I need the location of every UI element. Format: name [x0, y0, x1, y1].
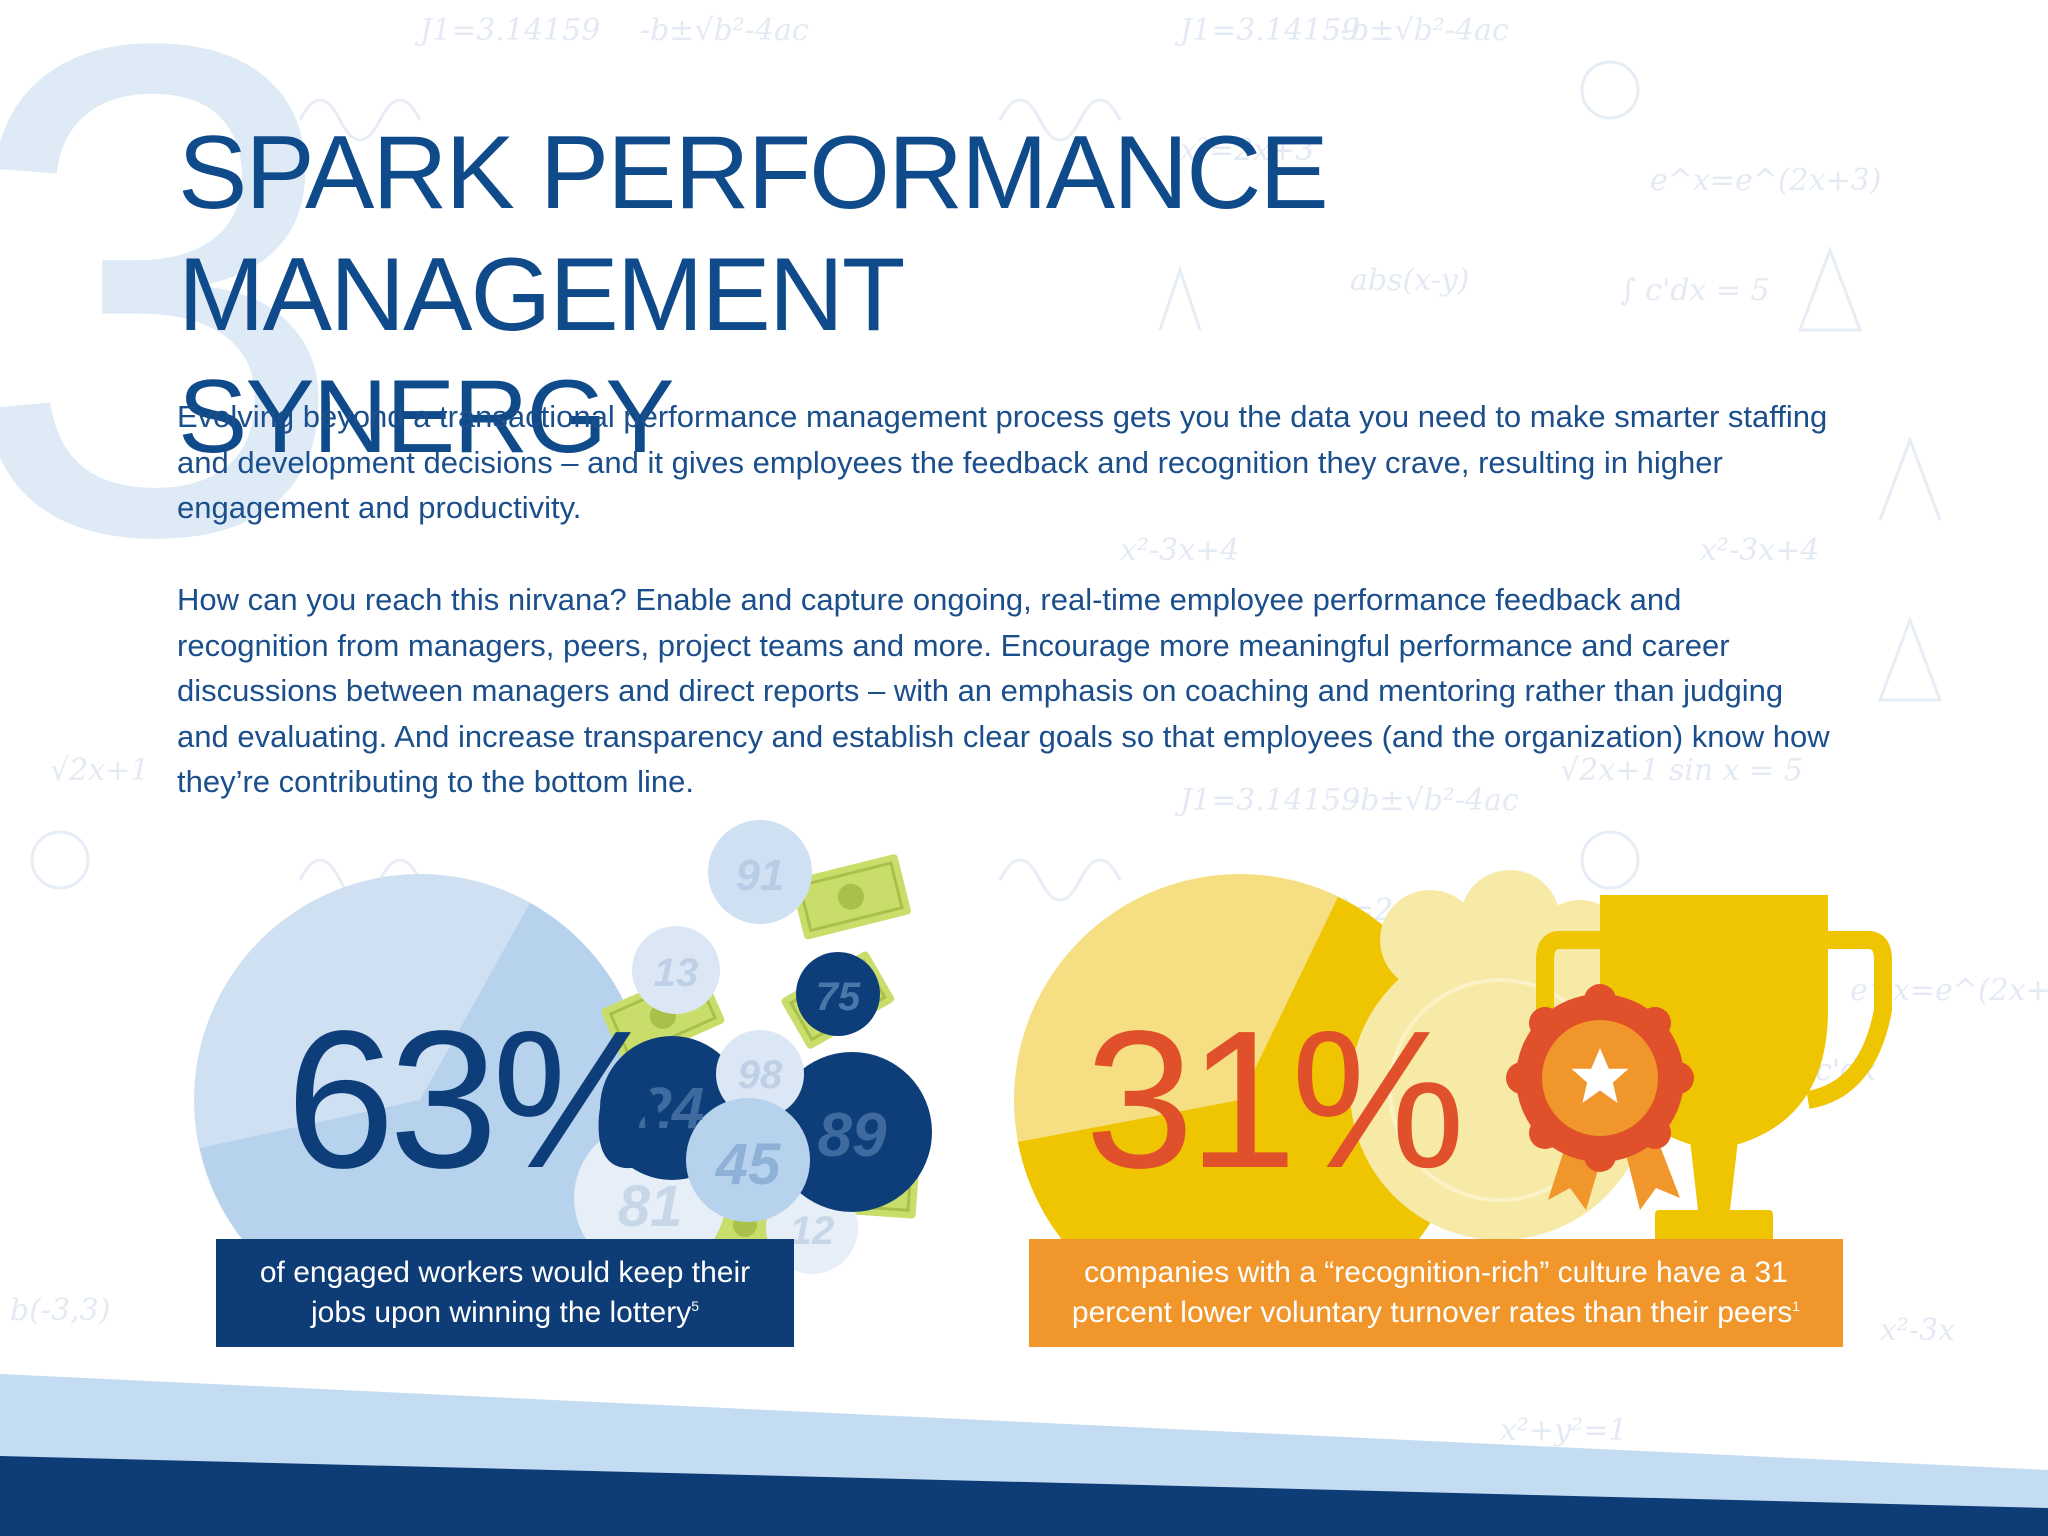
recognition-footnote-ref: 1 — [1792, 1298, 1801, 1314]
svg-text:∫ c'dx: ∫ c'dx — [1790, 1053, 1876, 1088]
intro-paragraph: Evolving beyond a transactional performa… — [177, 399, 1828, 525]
svg-text:e^x=e^(2x+3): e^x=e^(2x+3) — [1850, 973, 2048, 1008]
svg-text:∫ c'dx = 5: ∫ c'dx = 5 — [1620, 273, 1770, 308]
lottery-ball-98-shape — [716, 1030, 804, 1118]
lottery-ball-89-shape — [772, 1052, 932, 1212]
page-title-line-1: SPARK PERFORMANCE — [178, 115, 1329, 231]
page-title: SPARK PERFORMANCE MANAGEMENT SYNERGY — [178, 112, 1378, 478]
money-bill-icon — [781, 951, 895, 1049]
lottery-caption-line-2-wrap: jobs upon winning the lottery5 — [311, 1293, 699, 1333]
lottery-ball-91-label: 91 — [736, 851, 785, 900]
svg-text:e^x=e^(2x+3): e^x=e^(2x+3) — [1650, 163, 1881, 198]
lottery-ball-98-label: 98 — [738, 1053, 783, 1097]
money-bill-icon — [815, 1150, 920, 1219]
lottery-footnote-ref: 5 — [691, 1298, 700, 1314]
lottery-stat-caption: of engaged workers would keep their jobs… — [216, 1239, 794, 1347]
svg-text:-b±√b²-4ac: -b±√b²-4ac — [1340, 13, 1509, 48]
lottery-ball-89-label: 89 — [818, 1101, 887, 1170]
svg-text:√2x+1: √2x+1 — [50, 753, 149, 788]
svg-text:b(-3,3): b(-3,3) — [10, 1293, 110, 1328]
svg-text:x²-3x+4: x²-3x+4 — [1700, 533, 1819, 568]
star-icon — [1571, 1048, 1629, 1103]
lottery-ball-13-label: 13 — [654, 951, 699, 995]
lottery-caption-line-2: jobs upon winning the lottery — [310, 1296, 692, 1329]
award-rosette-icon — [1506, 984, 1694, 1210]
lottery-ball-12-label: 12 — [790, 1209, 835, 1253]
nirvana-paragraph: How can you reach this nirvana? Enable a… — [177, 582, 1830, 799]
recognition-stat-value: 31% — [1085, 990, 1465, 1209]
lottery-ball-75-shape — [796, 952, 880, 1036]
svg-text:J1=3.14159: J1=3.14159 — [414, 13, 600, 48]
recognition-stat-caption: companies with a “recognition-rich” cult… — [1029, 1239, 1843, 1347]
svg-text:J1=3.14159: J1=3.14159 — [1174, 13, 1360, 48]
section-number: 3 — [0, 0, 350, 681]
navy-band — [0, 1456, 2048, 1536]
lottery-ball-91-shape — [708, 820, 812, 924]
recognition-caption-line-1: companies with a “recognition-rich” cult… — [1084, 1256, 1788, 1289]
recognition-caption-line-2: percent lower voluntary turnover rates t… — [1071, 1296, 1793, 1329]
svg-text:x²=2x+3: x²=2x+3 — [1320, 893, 1454, 928]
lottery-ball-45-shape — [686, 1098, 810, 1222]
page-title-line-2: MANAGEMENT SYNERGY — [178, 237, 904, 475]
trophy-icon — [1536, 895, 1892, 1244]
lottery-caption-line-1: of engaged workers would keep their — [259, 1256, 751, 1289]
svg-text:x²-3x: x²-3x — [1880, 1313, 1955, 1348]
money-bill-icon — [790, 854, 911, 940]
bottom-wave-bands — [0, 1374, 2048, 1536]
svg-text:-b±√b²-4ac: -b±√b²-4ac — [640, 13, 809, 48]
lottery-ball-75-label: 75 — [816, 975, 861, 1019]
lottery-ball-45-label: 45 — [715, 1132, 781, 1197]
svg-text:x²-3x+4: x²-3x+4 — [1120, 533, 1239, 568]
recognition-caption-line-2-wrap: percent lower voluntary turnover rates t… — [1072, 1293, 1800, 1333]
lottery-stat-value: 63% — [286, 990, 666, 1209]
